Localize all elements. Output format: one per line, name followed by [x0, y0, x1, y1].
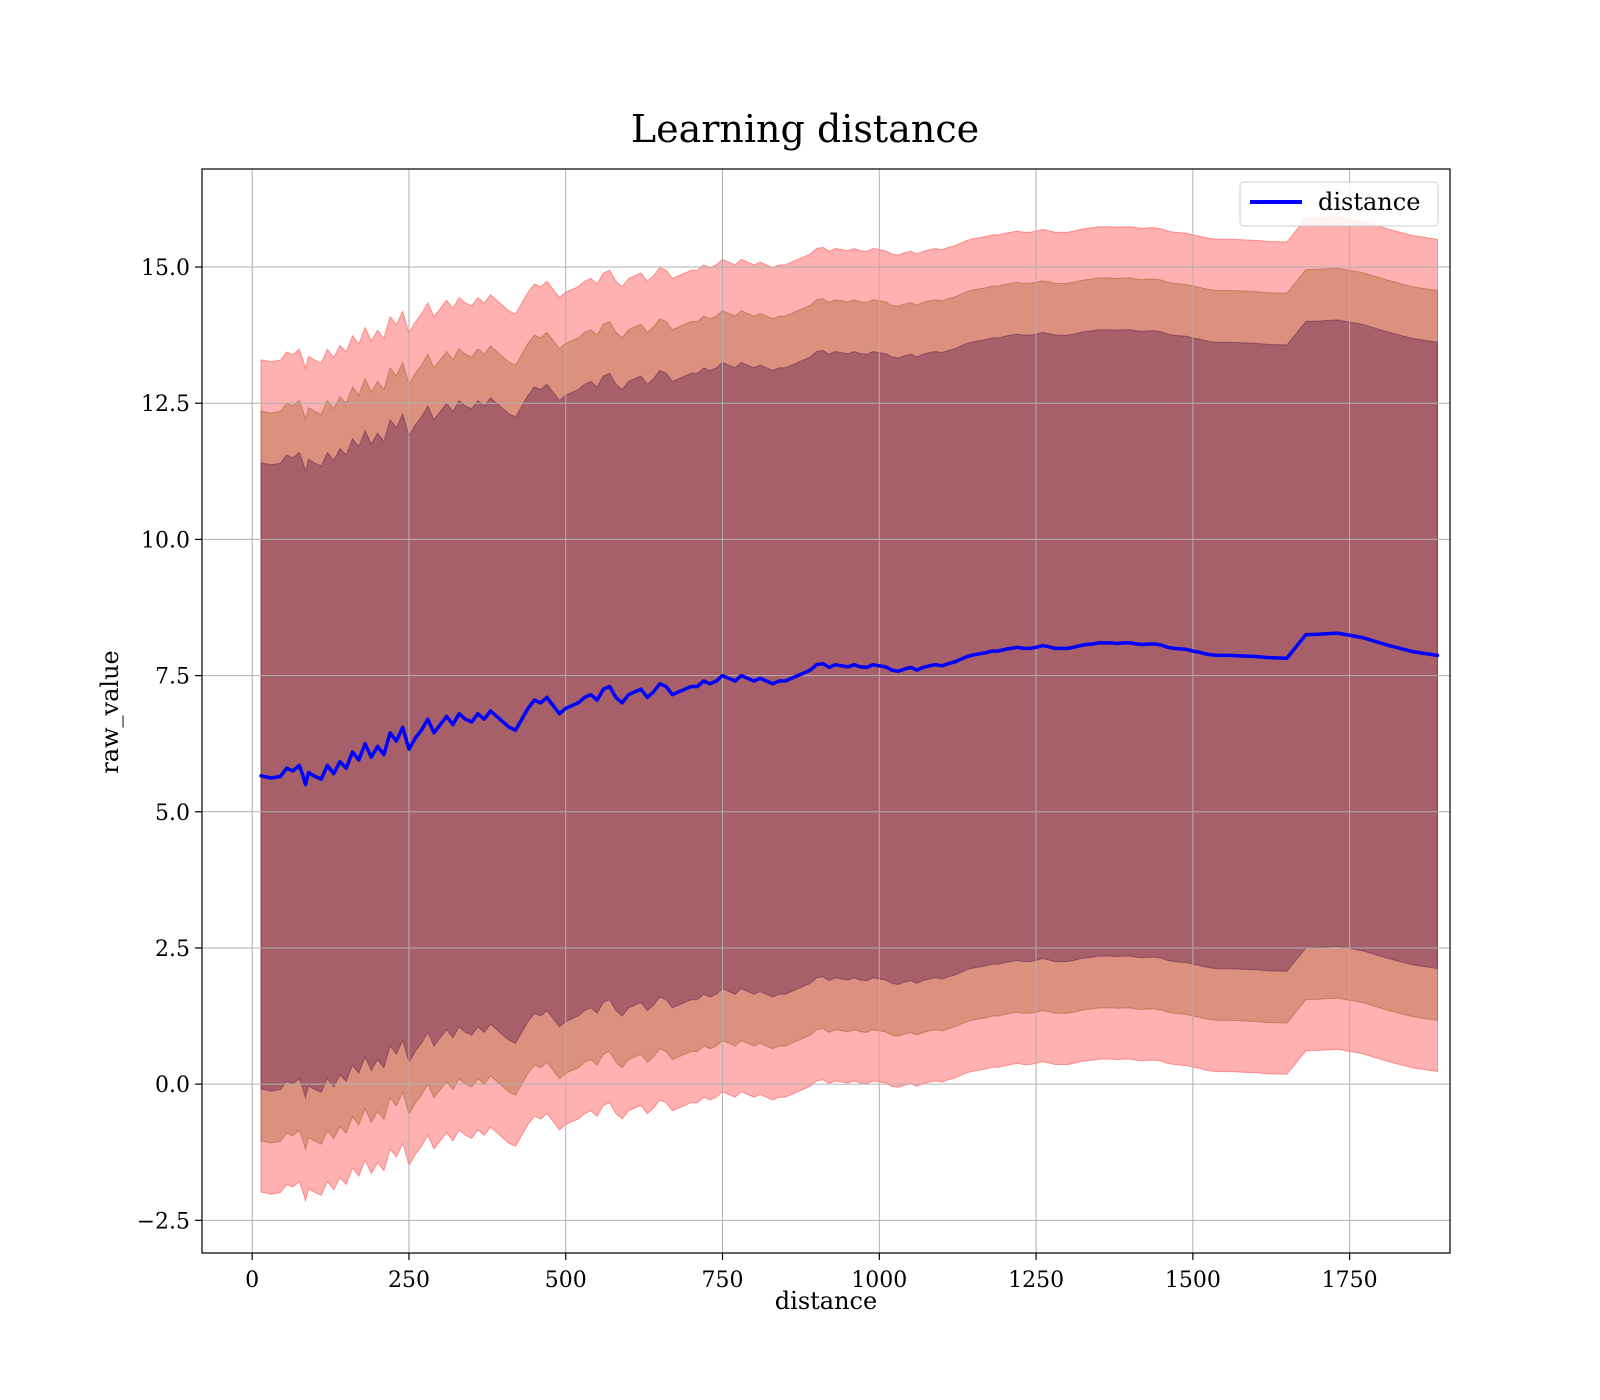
series-line-distance — [259, 631, 1440, 787]
confidence-bands — [260, 216, 1438, 1203]
legend-label-distance: distance — [1318, 188, 1420, 216]
x-tick-label-7: 1750 — [1322, 1268, 1378, 1293]
band-2 — [260, 319, 1438, 1100]
y-tick-label-1: 0.0 — [155, 1073, 190, 1098]
x-tick-label-1: 250 — [388, 1268, 430, 1293]
y-tick-label-4: 7.5 — [155, 665, 190, 690]
legend: distance — [1239, 181, 1439, 227]
y-tick-label-0: −2.5 — [137, 1209, 190, 1234]
grid-lines — [202, 169, 1450, 1253]
y-tick-label-2: 2.5 — [155, 937, 190, 962]
band-0 — [260, 216, 1438, 1203]
band-1 — [260, 267, 1438, 1152]
x-tick-label-3: 750 — [702, 1268, 744, 1293]
series-lines — [259, 631, 1440, 787]
legend-box — [1239, 181, 1439, 227]
y-tick-label-7: 15.0 — [141, 256, 190, 281]
y-tick-label-5: 10.0 — [141, 528, 190, 553]
y-axis-label: raw_value — [96, 650, 124, 774]
x-axis-ticks: 0 250 500 750 1000 1250 1500 1750 — [245, 1253, 1378, 1293]
x-tick-label-5: 1250 — [1008, 1268, 1064, 1293]
plot-frame — [201, 168, 1451, 1254]
y-axis-ticks: −2.5 0.0 2.5 5.0 7.5 10.0 12.5 15.0 — [137, 256, 202, 1234]
x-tick-label-4: 1000 — [851, 1268, 907, 1293]
chart-title: Learning distance — [631, 107, 979, 151]
x-tick-label-0: 0 — [245, 1268, 259, 1293]
x-tick-label-6: 1500 — [1165, 1268, 1221, 1293]
x-axis-label: distance — [775, 1287, 877, 1315]
y-tick-label-6: 12.5 — [141, 392, 190, 417]
y-tick-label-3: 5.0 — [155, 801, 190, 826]
x-tick-label-2: 500 — [545, 1268, 587, 1293]
